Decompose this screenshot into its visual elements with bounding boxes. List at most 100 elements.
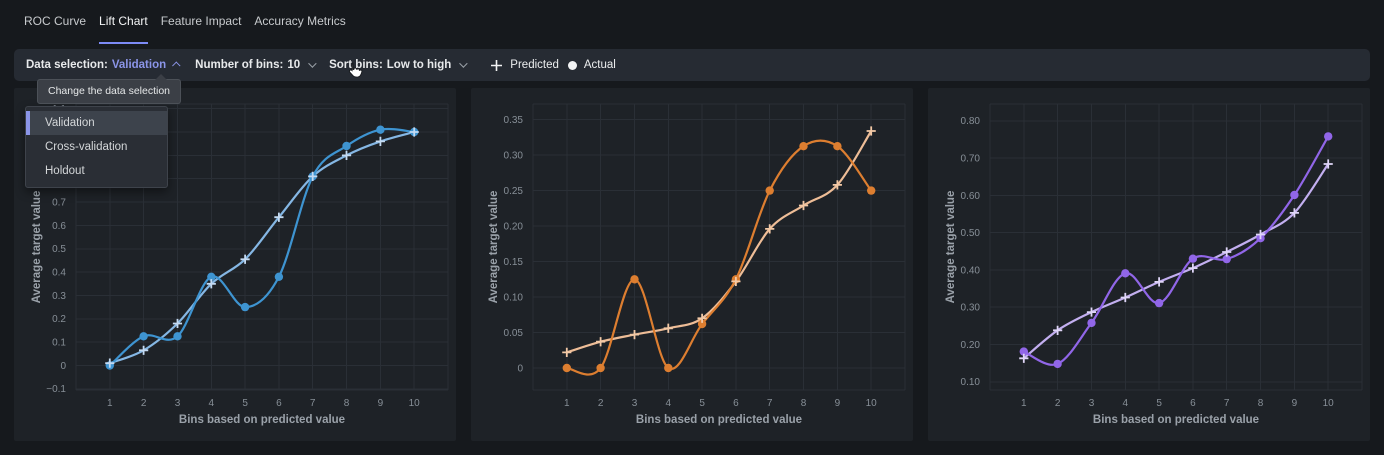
lift-chart-canvas-2[interactable]: 0 0.05 0.10 0.15 0.20 0.25 0.30 0.35 1 2 3 4 5 6 7 8 9 10… (471, 88, 913, 441)
svg-text:10: 10 (1323, 398, 1335, 409)
number-of-bins-label: Number of bins: (195, 59, 284, 71)
svg-text:0.25: 0.25 (504, 186, 524, 197)
svg-text:0.15: 0.15 (504, 257, 524, 268)
dropdown-item-cross-validation[interactable]: Cross-validation (45, 141, 128, 153)
svg-text:3: 3 (632, 398, 638, 409)
tab-accuracy-metrics[interactable]: Accuracy Metrics (254, 14, 346, 28)
svg-text:0.80: 0.80 (961, 116, 981, 127)
svg-text:0.4: 0.4 (52, 268, 66, 279)
svg-text:10: 10 (866, 398, 878, 409)
svg-text:4: 4 (666, 398, 672, 409)
svg-text:0.40: 0.40 (961, 265, 981, 276)
svg-text:0.5: 0.5 (52, 244, 66, 255)
svg-text:4: 4 (1123, 398, 1129, 409)
lift-charts-row: −0.100.10.20.30.40.50.60.70.80.911.11234… (14, 88, 1370, 441)
svg-text:0.70: 0.70 (961, 154, 981, 165)
svg-text:Average target value: Average target value (488, 191, 500, 304)
data-selection-dropdown: Validation Cross-validation Holdout (25, 106, 168, 188)
data-selection-value: Validation (111, 59, 167, 71)
svg-text:0.2: 0.2 (52, 314, 66, 325)
svg-text:0.60: 0.60 (961, 191, 981, 202)
svg-text:5: 5 (1156, 398, 1162, 409)
legend-predicted-label: Predicted (510, 59, 559, 71)
tooltip-text: Change the data selection (48, 85, 171, 97)
svg-text:0.7: 0.7 (52, 198, 66, 209)
svg-text:0.1: 0.1 (52, 338, 66, 349)
svg-text:Average target value: Average target value (945, 191, 957, 304)
data-selection-control[interactable]: Data selection: Validation (26, 59, 182, 71)
svg-text:5: 5 (242, 398, 248, 409)
svg-text:9: 9 (1292, 398, 1298, 409)
svg-text:0.05: 0.05 (504, 328, 524, 339)
svg-text:8: 8 (1258, 398, 1264, 409)
legend-actual-label: Actual (583, 59, 616, 71)
dropdown-item-holdout[interactable]: Holdout (45, 165, 85, 177)
svg-text:3: 3 (175, 398, 181, 409)
tab-lift-chart[interactable]: Lift Chart (99, 12, 148, 44)
lift-chart-panel-validation-2: 0 0.05 0.10 0.15 0.20 0.25 0.30 0.35 1 2 3 4 5 6 7 8 9 10… (471, 88, 913, 441)
svg-text:2: 2 (141, 398, 147, 409)
legend-predicted: Predicted (490, 59, 559, 72)
data-selection-label: Data selection: (26, 59, 108, 71)
svg-text:0: 0 (60, 361, 66, 372)
svg-text:4: 4 (209, 398, 215, 409)
svg-text:0: 0 (517, 363, 523, 374)
svg-text:0.10: 0.10 (961, 377, 981, 388)
svg-text:−0.1: −0.1 (46, 384, 66, 395)
svg-text:3: 3 (1089, 398, 1095, 409)
number-of-bins-control[interactable]: Number of bins: 10 (195, 59, 317, 71)
tab-feature-impact[interactable]: Feature Impact (160, 14, 242, 28)
svg-text:9: 9 (835, 398, 841, 409)
svg-text:1: 1 (564, 398, 570, 409)
svg-text:0.3: 0.3 (52, 291, 66, 302)
svg-text:0.20: 0.20 (504, 222, 524, 233)
legend-actual: Actual (567, 59, 616, 71)
svg-text:2: 2 (1055, 398, 1061, 409)
svg-text:10: 10 (409, 398, 421, 409)
chart-legend: Predicted Actual (490, 59, 616, 72)
lift-chart-canvas-3[interactable]: 0.10 0.20 0.30 0.40 0.50 0.60 0.70 0.80 1 2 3 4 5 6 7 8… (928, 88, 1370, 441)
svg-text:0.6: 0.6 (52, 221, 66, 232)
chart-toolbar: Data selection: Validation Number of bin… (14, 49, 1370, 81)
number-of-bins-value: 10 (287, 59, 301, 71)
chevron-down-icon (308, 59, 317, 68)
sort-bins-label: Sort bins: (329, 59, 383, 71)
svg-text:8: 8 (344, 398, 350, 409)
svg-text:0.20: 0.20 (961, 340, 981, 351)
svg-text:0.30: 0.30 (504, 151, 524, 162)
svg-text:1: 1 (1021, 398, 1027, 409)
svg-text:9: 9 (378, 398, 384, 409)
svg-text:0.35: 0.35 (504, 115, 524, 126)
chevron-up-icon (172, 61, 181, 70)
sort-bins-value: Low to high (386, 59, 452, 71)
lift-chart-panel-validation-1: −0.100.10.20.30.40.50.60.70.80.911.11234… (14, 88, 456, 441)
svg-text:2: 2 (598, 398, 604, 409)
svg-text:Bins based on predicted value: Bins based on predicted value (179, 414, 345, 426)
svg-text:6: 6 (1190, 398, 1196, 409)
svg-text:Bins based on predicted value: Bins based on predicted value (636, 414, 802, 426)
dropdown-item-validation[interactable]: Validation (26, 111, 167, 135)
selected-item-accent-bar (26, 111, 30, 135)
data-selection-tooltip: Change the data selection (37, 74, 182, 104)
svg-text:7: 7 (767, 398, 773, 409)
plus-marker-icon (491, 59, 503, 71)
svg-text:1: 1 (107, 398, 113, 409)
circle-marker-icon (567, 60, 577, 70)
svg-text:8: 8 (801, 398, 807, 409)
svg-text:5: 5 (699, 398, 705, 409)
svg-text:7: 7 (1224, 398, 1230, 409)
svg-text:Bins based on predicted value: Bins based on predicted value (1093, 414, 1259, 426)
svg-text:6: 6 (733, 398, 739, 409)
chevron-down-icon (459, 59, 468, 68)
lift-chart-panel-validation-3: 0.10 0.20 0.30 0.40 0.50 0.60 0.70 0.80 1 2 3 4 5 6 7 8… (928, 88, 1370, 441)
svg-text:0.50: 0.50 (961, 228, 981, 239)
tab-roc-curve[interactable]: ROC Curve (24, 14, 87, 28)
svg-text:6: 6 (276, 398, 282, 409)
svg-text:0.10: 0.10 (504, 292, 524, 303)
tab-bar: ROC Curve Lift Chart Feature Impact Accu… (0, 0, 1384, 44)
svg-text:0.30: 0.30 (961, 303, 981, 314)
sort-bins-control[interactable]: Sort bins: Low to high (329, 59, 468, 71)
svg-text:Average target value: Average target value (31, 191, 43, 304)
svg-text:7: 7 (310, 398, 316, 409)
